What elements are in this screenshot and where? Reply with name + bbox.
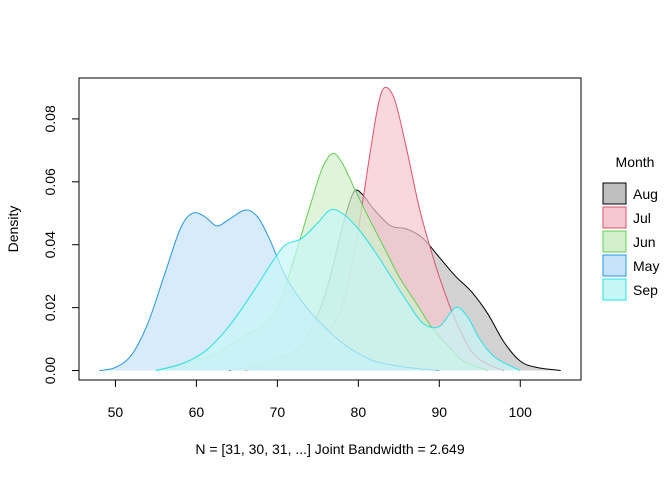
legend-swatch-jun: [602, 230, 627, 253]
legend-swatch-sep: [602, 278, 627, 301]
x-tick-label: 90: [432, 404, 448, 420]
x-tick-label: 60: [189, 404, 205, 420]
density-line-sep: [155, 209, 521, 372]
x-tick-label: 70: [270, 404, 286, 420]
x-tick-label: 100: [509, 404, 533, 420]
x-axis: 50 60 70 80 90 100: [108, 379, 533, 420]
x-axis-title: N = [31, 30, 31, ...] Joint Bandwidth = …: [195, 441, 465, 457]
y-tick-label: 0.04: [42, 231, 58, 258]
legend-label-jun: Jun: [633, 234, 656, 250]
y-tick-label: 0.08: [42, 105, 58, 132]
legend-label-sep: Sep: [633, 282, 658, 298]
legend-label-aug: Aug: [633, 186, 658, 202]
y-tick-label: 0.00: [42, 357, 58, 384]
x-tick-label: 80: [351, 404, 367, 420]
legend-swatch-jul: [602, 206, 627, 229]
legend: Month Aug Jul Jun May Sep: [602, 154, 659, 301]
y-axis-title: Density: [5, 206, 21, 253]
y-axis: 0.00 0.02 0.04 0.06 0.08: [42, 105, 80, 384]
y-tick-label: 0.02: [42, 294, 58, 321]
legend-label-may: May: [633, 258, 659, 274]
legend-swatch-aug: [602, 182, 627, 205]
y-tick-label: 0.06: [42, 168, 58, 195]
x-tick-label: 50: [108, 404, 124, 420]
legend-title: Month: [616, 154, 655, 170]
plot-area: [99, 86, 561, 372]
legend-label-jul: Jul: [633, 210, 651, 226]
density-area-sep: [155, 209, 521, 371]
legend-swatch-may: [602, 254, 627, 277]
